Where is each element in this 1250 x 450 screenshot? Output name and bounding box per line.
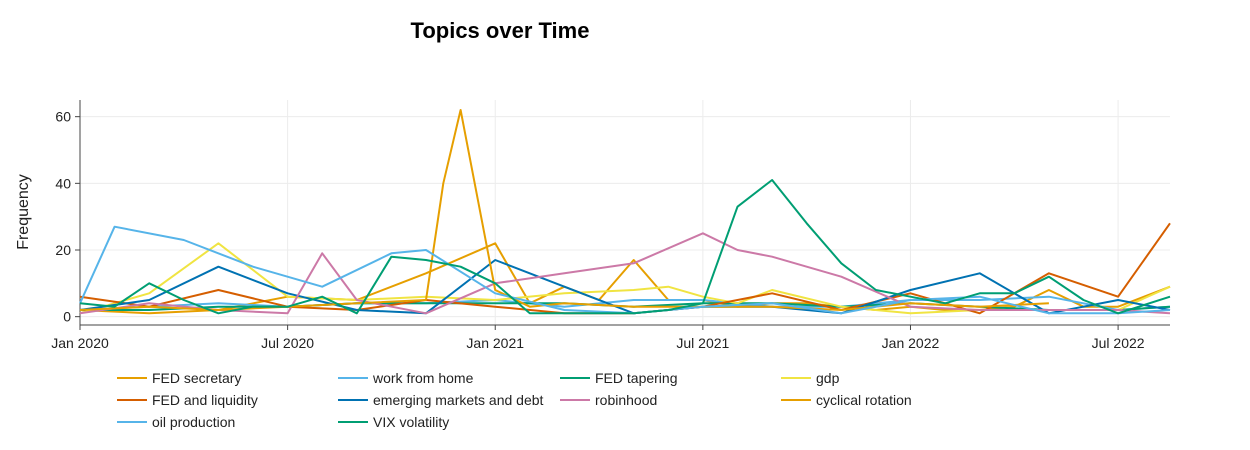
y-tick-label: 20 <box>55 242 71 258</box>
x-tick-label: Jan 2021 <box>466 335 524 351</box>
legend-label: FED secretary <box>152 370 241 386</box>
series-line-oil-production <box>79 225 1171 315</box>
x-tick-label: Jul 2020 <box>261 335 314 351</box>
y-tick-label: 40 <box>55 175 71 191</box>
legend-item-work-from-home[interactable]: work from home <box>338 370 474 386</box>
y-tick-label: 60 <box>55 109 71 125</box>
series-lines <box>79 109 1171 315</box>
chart-title: Topics over Time <box>411 18 590 43</box>
x-tick-label: Jul 2022 <box>1092 335 1145 351</box>
series-line-fed-and-liquidity <box>79 222 1171 315</box>
legend-item-fed-secretary[interactable]: FED secretary <box>117 370 241 386</box>
legend-item-robinhood[interactable]: robinhood <box>560 392 657 408</box>
legend-label: oil production <box>152 414 235 430</box>
legend-label: emerging markets and debt <box>373 392 544 408</box>
legend: FED secretary work from home FED tapering g… <box>117 370 912 430</box>
legend-item-oil-production[interactable]: oil production <box>117 414 235 430</box>
legend-item-fed-tapering[interactable]: FED tapering <box>560 370 677 386</box>
legend-item-fed-and-liquidity[interactable]: FED and liquidity <box>117 392 258 408</box>
x-tick-label: Jan 2022 <box>882 335 940 351</box>
x-tick-label: Jan 2020 <box>51 335 109 351</box>
legend-item-cyclical-rotation[interactable]: cyclical rotation <box>781 392 912 408</box>
series-line-cyclical-rotation <box>79 109 1049 311</box>
legend-label: FED and liquidity <box>152 392 258 408</box>
y-axis-label: Frequency <box>15 174 32 250</box>
grid <box>79 100 1170 325</box>
y-tick-label: 0 <box>63 309 71 325</box>
legend-label: cyclical rotation <box>816 392 912 408</box>
legend-label: robinhood <box>595 392 657 408</box>
series-line-vix-volatility <box>79 179 1171 315</box>
axes: Jan 2020 Jul 2020 Jan 2021 Jul 2021 Jan 2022… <box>51 100 1170 351</box>
series-line-robinhood <box>79 232 1171 315</box>
legend-label: work from home <box>372 370 474 386</box>
legend-item-vix-volatility[interactable]: VIX volatility <box>338 414 449 430</box>
legend-item-emerging-markets-and-debt[interactable]: emerging markets and debt <box>338 392 544 408</box>
x-tick-label: Jul 2021 <box>676 335 729 351</box>
legend-label: gdp <box>816 370 840 386</box>
legend-label: VIX volatility <box>373 414 449 430</box>
legend-item-gdp[interactable]: gdp <box>781 370 840 386</box>
legend-label: FED tapering <box>595 370 677 386</box>
